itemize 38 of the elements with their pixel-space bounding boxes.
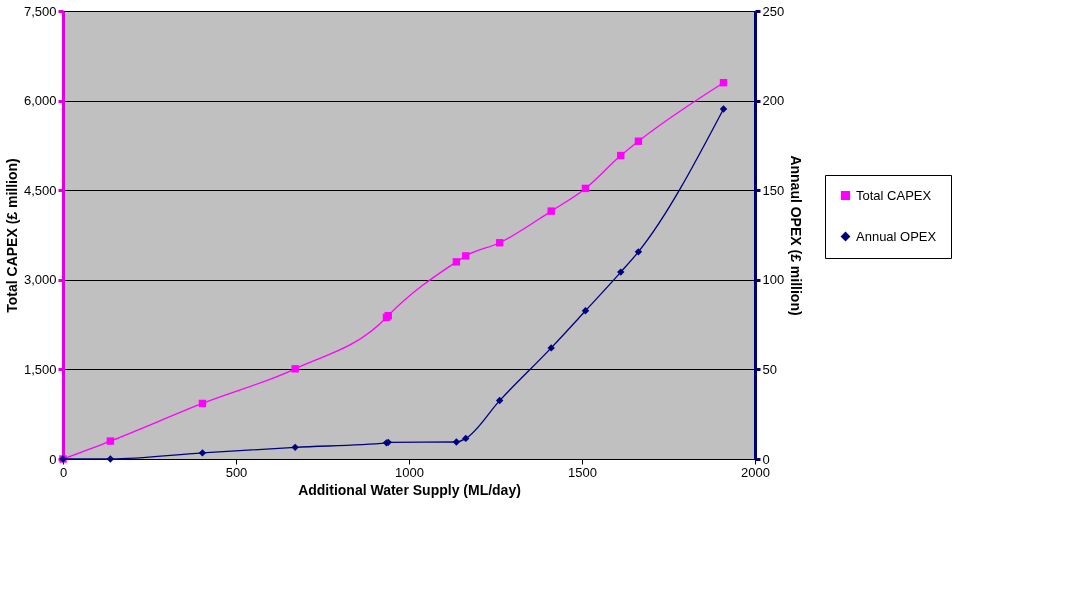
point (719, 105, 728, 113)
point (106, 437, 115, 445)
point (452, 258, 461, 266)
x-tick-label: 500 (225, 464, 248, 480)
y2-tick-label: 250 (762, 3, 785, 19)
x-tick-label: 0 (59, 464, 68, 480)
point (291, 365, 299, 373)
y2-tick-label: 150 (762, 182, 785, 198)
legend-label: Total CAPEX (856, 187, 932, 203)
x-tick-label: 2000 (741, 464, 770, 480)
point (547, 344, 555, 352)
y2-tick-label: 200 (762, 93, 785, 109)
y-tick-label: 1,500 (23, 361, 57, 377)
point (495, 396, 504, 405)
y2-tick-label: 50 (762, 361, 777, 377)
x-tick-label: 1500 (568, 464, 597, 480)
y-tick-label: 7,500 (23, 3, 57, 19)
x-axis-title: Additional Water Supply (ML/day) (298, 481, 521, 498)
point (547, 207, 555, 215)
y-tick-label: 0 (49, 451, 57, 467)
y-tick-label: 6,000 (23, 93, 57, 109)
point (198, 449, 207, 457)
y-axis-title: Total CAPEX (£ million) (3, 158, 20, 313)
legend-label: Annual OPEX (856, 228, 937, 244)
point (581, 307, 590, 315)
point (291, 443, 299, 452)
point (617, 268, 625, 276)
y2-axis-title: Annaul OPEX (£ million) (788, 155, 805, 316)
y2-tick-label: 0 (762, 451, 770, 467)
point (452, 438, 461, 446)
y2-tick-label: 100 (762, 272, 785, 288)
point (462, 434, 470, 443)
point (462, 252, 470, 260)
y-tick-label: 3,000 (23, 272, 57, 288)
y-tick-label: 4,500 (23, 182, 57, 198)
point (106, 455, 115, 463)
point (634, 248, 643, 256)
x-tick-label: 1000 (395, 464, 424, 480)
